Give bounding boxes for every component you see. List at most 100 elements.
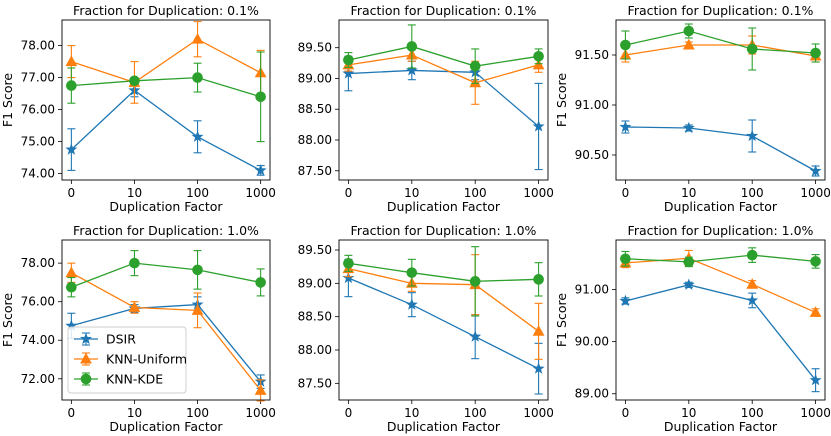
- plot-frame: [615, 239, 826, 401]
- data-point: [128, 301, 141, 312]
- data-point: [66, 281, 77, 293]
- series-dsir: [342, 55, 545, 171]
- y-tick-label: 91.00: [575, 283, 609, 297]
- x-tick-label: 100: [186, 186, 209, 200]
- data-point: [683, 25, 695, 37]
- data-point: [682, 121, 695, 134]
- series-dsir: [619, 278, 822, 393]
- legend-label: KNN-Uniform: [106, 352, 187, 367]
- y-tick-label: 88.00: [298, 343, 332, 357]
- data-point: [191, 130, 204, 142]
- y-tick-label: 87.50: [298, 164, 332, 178]
- x-tick-label: 10: [404, 186, 419, 200]
- series-line: [348, 262, 539, 282]
- y-axis-label: F1 Score: [554, 73, 569, 127]
- data-point: [469, 330, 482, 342]
- x-tick-label: 100: [741, 406, 764, 420]
- x-axis-label: Duplication Factor: [664, 419, 778, 434]
- series-line: [348, 45, 539, 67]
- series-knn-uniform: [65, 21, 267, 104]
- y-tick-label: 89.00: [575, 387, 609, 401]
- x-tick-label: 100: [741, 186, 764, 200]
- data-point: [254, 384, 267, 395]
- data-point: [254, 164, 267, 176]
- data-point: [191, 33, 204, 44]
- data-point: [809, 164, 822, 177]
- series-knn-kde: [66, 250, 266, 298]
- x-tick-label: 10: [127, 406, 142, 420]
- data-point: [746, 278, 759, 289]
- subplot-title: Fraction for Duplication: 0.1%: [73, 3, 259, 18]
- x-tick-label: 10: [681, 406, 696, 420]
- data-point: [405, 298, 418, 310]
- x-tick-label: 0: [345, 186, 353, 200]
- series-knn-uniform: [342, 254, 545, 360]
- x-tick-label: 1000: [800, 186, 831, 200]
- x-tick-label: 0: [68, 186, 76, 200]
- data-point: [809, 306, 822, 317]
- y-tick-label: 89.00: [298, 276, 332, 290]
- y-axis-label: F1 Score: [0, 73, 15, 127]
- y-tick-label: 74.00: [21, 167, 55, 181]
- x-tick-label: 1000: [523, 186, 554, 200]
- legend-entry-knn-kde: KNN-KDE: [74, 372, 163, 387]
- x-axis-label: Duplication Factor: [387, 199, 501, 214]
- data-point: [746, 43, 758, 55]
- subplot-1: Fraction for Duplication: 0.1% 74.00 75.00…: [0, 3, 276, 214]
- series-knn-uniform: [342, 48, 545, 105]
- subplot-4: Fraction for Duplication: 1.0% 72.00 74.00…: [0, 223, 276, 434]
- series-line: [625, 257, 816, 314]
- series-line: [625, 254, 816, 263]
- x-tick-label: 10: [404, 406, 419, 420]
- data-point: [746, 129, 759, 142]
- series-line: [71, 76, 261, 98]
- y-tick-label: 88.00: [298, 133, 332, 147]
- data-point: [342, 67, 355, 79]
- series-line: [71, 303, 262, 383]
- legend-label: DSIR: [106, 332, 136, 347]
- subplot-title: Fraction for Duplication: 1.0%: [351, 223, 537, 238]
- data-point: [65, 266, 78, 278]
- plot-frame: [61, 19, 271, 181]
- series-knn-kde: [66, 51, 266, 143]
- data-point: [343, 54, 354, 66]
- series-line: [348, 268, 539, 332]
- plot-frame: [338, 19, 549, 181]
- data-point: [406, 267, 418, 278]
- series-line: [71, 272, 262, 391]
- plot-frame: [338, 239, 549, 401]
- y-tick-label: 90.00: [575, 335, 609, 349]
- data-point: [469, 276, 481, 287]
- data-point: [192, 72, 203, 83]
- x-axis-label: Duplication Factor: [387, 419, 501, 434]
- x-tick-label: 100: [186, 406, 209, 420]
- legend-entry-dsir: DSIR: [74, 332, 136, 347]
- data-point: [343, 258, 354, 269]
- data-point: [532, 120, 545, 132]
- data-point: [65, 143, 78, 155]
- plot-frame: [61, 239, 271, 401]
- y-tick-label: 78.00: [21, 256, 55, 270]
- x-axis-label: Duplication Factor: [664, 199, 778, 214]
- data-point: [191, 304, 204, 315]
- y-tick-label: 89.50: [298, 243, 332, 257]
- legend-marker: [80, 352, 92, 364]
- subplot-title: Fraction for Duplication: 1.0%: [628, 223, 814, 238]
- y-tick-label: 90.50: [575, 148, 609, 162]
- plot-frame: [615, 19, 826, 181]
- y-tick-label: 91.00: [575, 98, 609, 112]
- series-line: [625, 44, 816, 57]
- data-point: [65, 319, 78, 331]
- series-line: [625, 30, 816, 54]
- data-point: [810, 256, 821, 267]
- subplot-5: Fraction for Duplication: 1.0% 87.50 88.00…: [298, 223, 554, 434]
- series-dsir: [65, 83, 267, 176]
- x-axis-label: Duplication Factor: [109, 419, 223, 434]
- y-tick-label: 76.00: [21, 295, 55, 309]
- data-point: [255, 277, 266, 288]
- series-line: [348, 54, 539, 84]
- legend: DSIR KNN-Uniform KNN-KDE: [67, 326, 187, 394]
- data-point: [619, 294, 632, 307]
- data-point: [192, 264, 203, 276]
